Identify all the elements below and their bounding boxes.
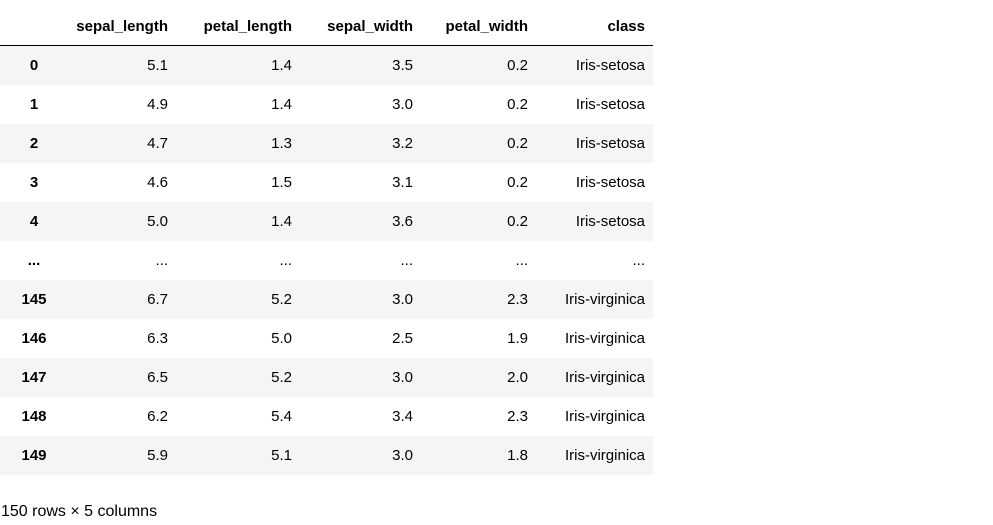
table-cell: 5.1 — [147, 57, 168, 74]
table-cell: 0.2 — [507, 135, 528, 152]
row-index: 2 — [29, 135, 39, 152]
row-index: 145 — [21, 291, 47, 308]
table-cell: Iris-virginica — [564, 291, 645, 308]
table-cell: 2.3 — [507, 291, 528, 308]
header-row: sepal_length petal_length sepal_width pe… — [0, 0, 653, 46]
table-cell: 3.5 — [392, 57, 413, 74]
table-cell: 0.2 — [507, 57, 528, 74]
table-cell: 6.2 — [147, 408, 168, 425]
table-cell: Iris-virginica — [564, 408, 645, 425]
table-cell: Iris-setosa — [575, 174, 645, 191]
row-index: 146 — [21, 330, 47, 347]
table-cell: 5.9 — [147, 447, 168, 464]
table-cell: Iris-setosa — [575, 213, 645, 230]
table-cell: Iris-virginica — [564, 447, 645, 464]
table-cell: 3.1 — [392, 174, 413, 191]
table-cell: 5.2 — [271, 369, 292, 386]
table-cell: 1.5 — [271, 174, 292, 191]
table-cell: Iris-virginica — [564, 369, 645, 386]
table-cell: 2.3 — [507, 408, 528, 425]
table-cell: 3.0 — [392, 369, 413, 386]
table-row: 1 4.9 1.4 3.0 0.2 Iris-setosa — [0, 85, 653, 124]
column-header-class: class — [536, 0, 653, 46]
index-column-header — [0, 0, 68, 46]
table-cell: Iris-setosa — [575, 96, 645, 113]
table-cell: 0.2 — [507, 174, 528, 191]
table-cell: 0.2 — [507, 96, 528, 113]
dataframe-shape-summary: 150 rows × 5 columns — [1, 503, 158, 520]
table-cell: 4.6 — [147, 174, 168, 191]
table-header: sepal_length petal_length sepal_width pe… — [0, 0, 653, 46]
table-cell: ... — [632, 252, 645, 269]
row-index: 4 — [29, 213, 39, 230]
table-cell: 1.4 — [271, 57, 292, 74]
table-row: .................. — [0, 241, 653, 280]
table-cell: 2.0 — [507, 369, 528, 386]
table-cell: 3.2 — [392, 135, 413, 152]
column-header-sepal-length: sepal_length — [68, 0, 176, 46]
table-cell: 3.0 — [392, 96, 413, 113]
table-cell: 6.3 — [147, 330, 168, 347]
row-index: 0 — [29, 57, 39, 74]
table-cell: 5.4 — [271, 408, 292, 425]
table-cell: 3.0 — [392, 291, 413, 308]
column-header-sepal-width: sepal_width — [300, 0, 421, 46]
column-header-petal-length: petal_length — [176, 0, 300, 46]
table-row: 2 4.7 1.3 3.2 0.2 Iris-setosa — [0, 124, 653, 163]
row-index: 1 — [29, 96, 39, 113]
dataframe-table: sepal_length petal_length sepal_width pe… — [0, 0, 653, 475]
row-index: 147 — [21, 369, 47, 386]
table-cell: 1.9 — [507, 330, 528, 347]
table-cell: 2.5 — [392, 330, 413, 347]
table-row: 145 6.7 5.2 3.0 2.3 Iris-virginica — [0, 280, 653, 319]
table-cell: 4.7 — [147, 135, 168, 152]
table-cell: ... — [400, 252, 413, 269]
table-cell: 3.6 — [392, 213, 413, 230]
table-row: 0 5.1 1.4 3.5 0.2 Iris-setosa — [0, 45, 653, 85]
table-body: 0 5.1 1.4 3.5 0.2 Iris-setosa 1 4.9 1.4 3.0 0.2 Iri… — [0, 45, 653, 475]
table-row: 3 4.6 1.5 3.1 0.2 Iris-setosa — [0, 163, 653, 202]
table-cell: 0.2 — [507, 213, 528, 230]
table-row: 4 5.0 1.4 3.6 0.2 Iris-setosa — [0, 202, 653, 241]
table-cell: Iris-setosa — [575, 135, 645, 152]
table-cell: 4.9 — [147, 96, 168, 113]
table-cell: Iris-virginica — [564, 330, 645, 347]
table-cell: 3.4 — [392, 408, 413, 425]
table-cell: 6.5 — [147, 369, 168, 386]
table-cell: 1.3 — [271, 135, 292, 152]
table-row: 147 6.5 5.2 3.0 2.0 Iris-virginica — [0, 358, 653, 397]
table-cell: 1.4 — [271, 96, 292, 113]
table-cell: 5.2 — [271, 291, 292, 308]
table-cell: Iris-setosa — [575, 57, 645, 74]
column-header-petal-width: petal_width — [421, 0, 536, 46]
table-row: 148 6.2 5.4 3.4 2.3 Iris-virginica — [0, 397, 653, 436]
table-row: 146 6.3 5.0 2.5 1.9 Iris-virginica — [0, 319, 653, 358]
table-cell: 5.1 — [271, 447, 292, 464]
table-cell: 1.8 — [507, 447, 528, 464]
table-cell: 6.7 — [147, 291, 168, 308]
table-cell: 1.4 — [271, 213, 292, 230]
table-cell: ... — [155, 252, 168, 269]
table-cell: 5.0 — [271, 330, 292, 347]
row-index: ... — [27, 252, 41, 269]
row-index: 3 — [29, 174, 39, 191]
table-cell: 3.0 — [392, 447, 413, 464]
table-cell: ... — [279, 252, 292, 269]
table-cell: ... — [515, 252, 528, 269]
row-index: 149 — [21, 447, 47, 464]
table-cell: 5.0 — [147, 213, 168, 230]
row-index: 148 — [21, 408, 47, 425]
table-row: 149 5.9 5.1 3.0 1.8 Iris-virginica — [0, 436, 653, 475]
